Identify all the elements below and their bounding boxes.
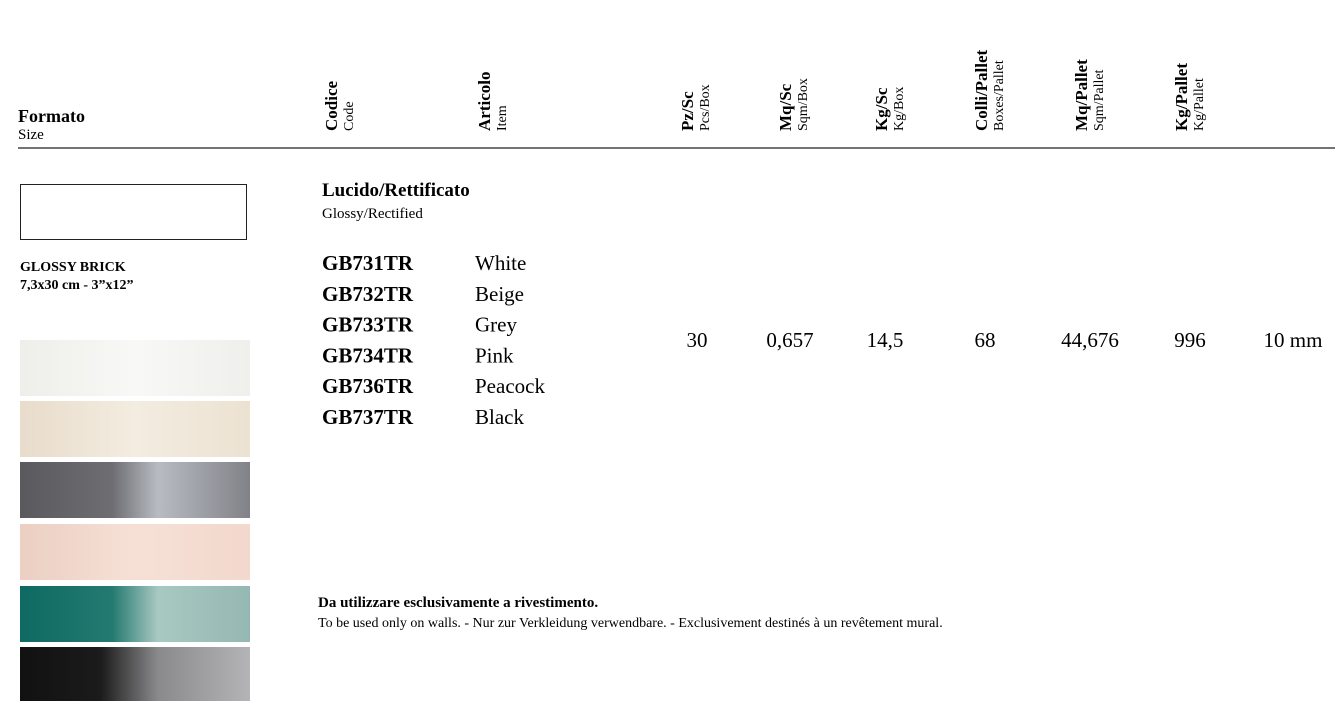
item-code: GB737TR xyxy=(322,405,414,429)
column-subtitle: Pcs/Box xyxy=(698,84,713,131)
swatch xyxy=(20,586,250,642)
column-title: Kg/Sc xyxy=(872,87,891,131)
item-name: Beige xyxy=(475,282,524,306)
column-title: Colli/Pallet xyxy=(972,49,991,131)
section-subtitle: Glossy/Rectified xyxy=(322,206,423,222)
section-title: Lucido/Rettificato xyxy=(322,180,470,201)
column-subtitle: Kg/Box xyxy=(892,87,907,131)
item-code: GB734TR xyxy=(322,343,414,367)
swatch xyxy=(20,647,250,701)
swatch xyxy=(20,462,250,518)
note-text: To be used only on walls. - Nur zur Verk… xyxy=(318,616,943,631)
item-name: Pink xyxy=(475,343,514,367)
product-name: GLOSSY BRICK xyxy=(20,260,126,275)
column-title: Codice xyxy=(322,81,341,132)
size-frame xyxy=(20,184,247,240)
item-code: GB732TR xyxy=(322,282,414,306)
column-title: Articolo xyxy=(475,72,494,131)
column-subtitle: Code xyxy=(342,101,357,131)
column-subtitle: Kg/Pallet xyxy=(1192,78,1207,131)
value: 68 xyxy=(975,328,996,352)
swatch xyxy=(20,524,250,580)
header-title: Formato xyxy=(18,106,85,126)
item-code: GB733TR xyxy=(322,313,414,337)
column-subtitle: Sqm/Pallet xyxy=(1092,69,1107,131)
column-title: Pz/Sc xyxy=(678,91,697,131)
note-title: Da utilizzare esclusivamente a rivestime… xyxy=(318,595,598,611)
header-subtitle: Size xyxy=(18,127,44,143)
item-code: GB731TR xyxy=(322,251,414,275)
product-size: 7,3x30 cm - 3”x12” xyxy=(20,278,134,293)
value: 996 xyxy=(1174,328,1206,352)
swatch xyxy=(20,401,250,457)
swatch xyxy=(20,340,250,396)
column-subtitle: Sqm/Box xyxy=(796,78,811,131)
value: 30 xyxy=(687,328,708,352)
item-name: Black xyxy=(475,405,524,429)
column-subtitle: Boxes/Pallet xyxy=(992,60,1007,131)
column-title: Mq/Sc xyxy=(776,83,795,131)
item-code: GB736TR xyxy=(322,374,414,398)
column-title: Mq/Pallet xyxy=(1072,59,1091,131)
value: 14,5 xyxy=(867,328,904,352)
value: 44,676 xyxy=(1061,328,1119,352)
item-name: Peacock xyxy=(475,374,545,398)
column-subtitle: Item xyxy=(495,105,510,131)
item-name: Grey xyxy=(475,313,517,337)
value: 0,657 xyxy=(766,328,813,352)
value: 10 mm xyxy=(1264,328,1323,352)
column-title: Kg/Pallet xyxy=(1172,63,1191,131)
item-name: White xyxy=(475,251,526,275)
